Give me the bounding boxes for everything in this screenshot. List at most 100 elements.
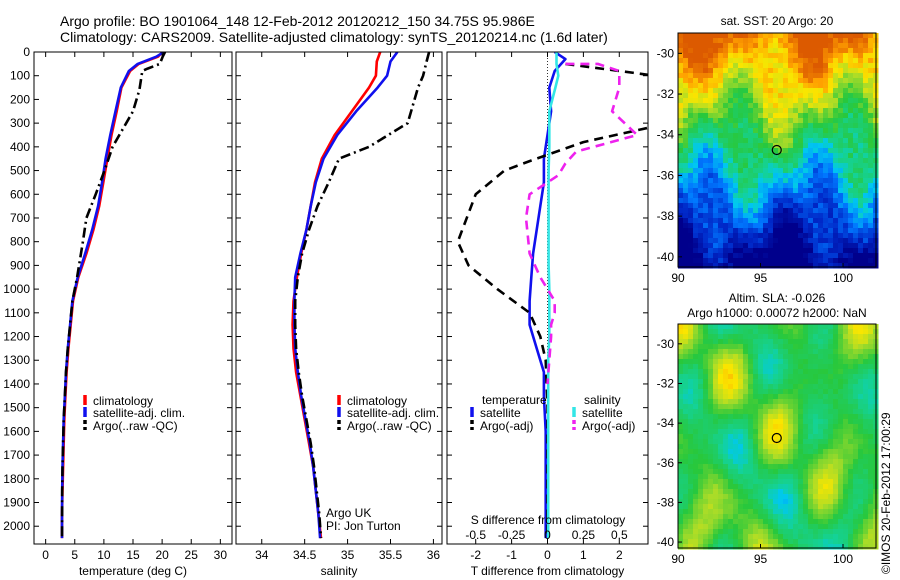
y-tick-label: 400 (10, 140, 30, 154)
x-tick-label: 35.5 (379, 548, 403, 562)
y-tick-label: 700 (10, 211, 30, 225)
series-line-temperature-argo-adj- (456, 62, 648, 539)
x-tick-label: 0 (544, 548, 551, 562)
map-y-tick-label: -38 (657, 209, 675, 223)
map-y-tick-label: -34 (657, 128, 675, 142)
y-tick-label: 1900 (3, 496, 30, 510)
map-y-tick-label: -30 (657, 337, 675, 351)
sla-map: 90 95 100 -40 -38 -36 -34 -32 -30 Altim. SLA: -0.… (657, 291, 879, 566)
x-tick-label: 0 (42, 548, 49, 562)
y-tick-label: 1500 (3, 401, 30, 415)
title-line-1: Argo profile: BO 1901064_148 12-Feb-2012… (60, 13, 535, 29)
x-tick-label: -1 (506, 548, 517, 562)
map-y-tick-label: -38 (657, 495, 675, 509)
x-tick-label: 35 (341, 548, 355, 562)
y-tick-label: 1000 (3, 282, 30, 296)
title-line-2: Climatology: CARS2009. Satellite-adjuste… (60, 29, 608, 45)
y-tick-label: 1800 (3, 472, 30, 486)
legend-group-salinity: salinity (584, 393, 621, 407)
map-y-tick-label: -40 (657, 250, 675, 264)
map-y-tick-label: -40 (657, 535, 675, 549)
map-x-tick-label: 95 (754, 552, 768, 566)
top-axis-label: S difference from climatology (471, 513, 626, 527)
s-tick-label: -0.25 (498, 528, 526, 542)
sla-map-title: Altim. SLA: -0.026 (729, 291, 826, 305)
x-axis-label: T difference from climatology (471, 564, 625, 578)
series-line-salinity-argo-adj- (524, 62, 639, 385)
legend-entry-1-label: satellite-adj. clim. (347, 406, 439, 420)
map-y-tick-label: -30 (657, 46, 675, 60)
y-tick-label: 1100 (4, 306, 30, 320)
y-tick-label: 2000 (3, 519, 30, 533)
timestamp-stamp: ©IMOS 20-Feb-2012 17:00:29 (879, 412, 893, 574)
x-tick-label: 36 (427, 548, 441, 562)
series-line-satellite-adj-clim- (293, 52, 399, 539)
timestamp-text: ©IMOS 20-Feb-2012 17:00:29 (879, 412, 893, 574)
legend-sal-argo-label: Argo(-adj) (582, 419, 635, 433)
map-x-tick-label: 90 (671, 271, 685, 285)
y-tick-label: 200 (10, 92, 30, 106)
sst-map: 90 95 100 -40 -38 -36 -34 -32 -30 sat. SST: 20 Ar… (657, 14, 879, 285)
y-tick-label: 1700 (3, 448, 30, 462)
x-tick-label: -2 (470, 548, 481, 562)
legend-entry-0-label: climatology (93, 394, 153, 408)
y-tick-label: 1300 (3, 353, 30, 367)
legend-sal-satellite-label: satellite (582, 406, 623, 420)
legend-entry-1-label: satellite-adj. clim. (93, 406, 185, 420)
map-y-tick-label: -34 (657, 416, 675, 430)
x-tick-label: 10 (97, 548, 111, 562)
temperature-panel: 0100200300400500600700800900100011001200… (3, 45, 233, 578)
y-tick-label: 1200 (3, 330, 30, 344)
argo-location-marker (771, 432, 782, 444)
sla-map-field (678, 324, 879, 550)
x-tick-label: 1 (580, 548, 587, 562)
plot-frame (235, 51, 443, 545)
s-tick-label: 0.5 (611, 528, 628, 542)
series-line-salinity-satellite (546, 52, 560, 539)
y-tick-label: 0 (23, 45, 30, 59)
map-y-tick-label: -36 (657, 456, 675, 470)
legend-entry-2-label: Argo(..raw -QC) (93, 419, 178, 433)
y-tick-label: 800 (10, 235, 30, 249)
map-frame (677, 323, 877, 549)
y-tick-label: 500 (10, 164, 30, 178)
map-x-tick-label: 95 (754, 271, 768, 285)
map-y-tick-label: -36 (657, 168, 675, 182)
series-line-climatology (291, 52, 382, 539)
s-tick-label: -0.5 (465, 528, 486, 542)
annotation-line-1: Argo UK (326, 506, 371, 520)
y-tick-label: 100 (10, 69, 30, 83)
series-line-argo-raw-qc- (293, 52, 431, 539)
x-tick-label: 5 (71, 548, 78, 562)
sst-map-title: sat. SST: 20 Argo: 20 (721, 14, 834, 28)
map-frame (677, 32, 877, 268)
x-tick-label: 2 (616, 548, 623, 562)
map-x-tick-label: 100 (833, 271, 853, 285)
map-y-tick-label: -32 (657, 376, 675, 390)
s-tick-label: 0 (544, 528, 551, 542)
y-tick-label: 600 (10, 187, 30, 201)
x-tick-label: 30 (214, 548, 228, 562)
y-tick-label: 1400 (3, 377, 30, 391)
x-tick-label: 15 (126, 548, 140, 562)
legend-temp-argo-label: Argo(-adj) (480, 419, 533, 433)
s-tick-label: 0.25 (572, 528, 596, 542)
series-line-argo-raw-qc- (60, 52, 167, 539)
map-y-tick-label: -32 (657, 87, 675, 101)
x-tick-label: 34.5 (293, 548, 317, 562)
difference-panel: T difference from climatology temperature… (446, 51, 649, 578)
x-axis-label: temperature (deg C) (79, 564, 187, 578)
argo-location-marker (771, 144, 782, 156)
y-tick-label: 300 (10, 116, 30, 130)
series-line-satellite-adj-clim- (60, 52, 165, 539)
x-tick-label: 34 (255, 548, 269, 562)
x-tick-label: 25 (185, 548, 199, 562)
legend-group-temperature: temperature (482, 393, 547, 407)
legend-temp-satellite-label: satellite (480, 406, 521, 420)
y-tick-label: 1600 (3, 424, 30, 438)
map-x-tick-label: 90 (671, 552, 685, 566)
sst-map-field (678, 33, 879, 269)
